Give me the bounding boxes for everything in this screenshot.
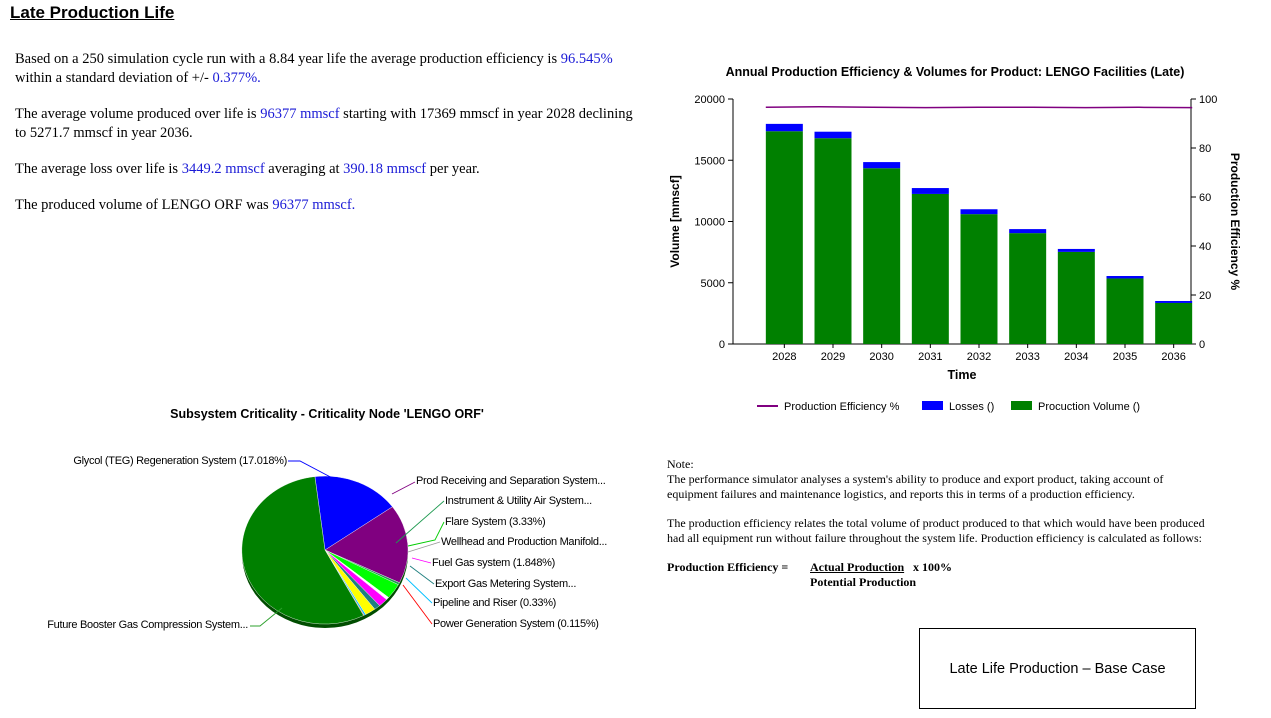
summary-efficiency: Based on a 250 simulation cycle run with…: [15, 51, 613, 86]
efficiency-formula: Production Efficiency = Actual Productio…: [667, 560, 1267, 592]
y2-tick-label: 0: [1199, 339, 1205, 351]
bar-chart-title: Annual Production Efficiency & Volumes f…: [726, 65, 1185, 79]
pie-slice-label: Export Gas Metering System...: [435, 578, 576, 590]
bar-losses: [911, 188, 949, 194]
note-section: Note: The performance simulator analyses…: [667, 457, 1267, 592]
pie-leader-line: [407, 521, 445, 547]
bar-losses: [1155, 301, 1193, 303]
note-line1: The performance simulator analyses a sys…: [667, 472, 1164, 486]
y-tick-label: 15000: [694, 155, 725, 167]
formula-multiplier: x 100%: [913, 560, 952, 574]
bar-production: [1009, 233, 1047, 344]
caption-text: Late Life Production – Base Case: [949, 660, 1166, 677]
bar-production: [863, 168, 901, 344]
y2-tick-label: 60: [1199, 192, 1211, 204]
x-tick-label: 2031: [918, 351, 942, 363]
legend-volume-swatch: [1011, 401, 1032, 410]
y-tick-label: 20000: [694, 94, 725, 106]
pie-leader-line: [409, 565, 435, 585]
formula-label: Production Efficiency =: [667, 560, 789, 574]
x-axis-label: Time: [948, 368, 977, 382]
bar-losses: [1009, 229, 1047, 234]
annual-production-chart: Annual Production Efficiency & Volumes f…: [668, 65, 1242, 413]
x-tick-label: 2034: [1064, 351, 1088, 363]
legend-efficiency-label: Production Efficiency %: [784, 401, 900, 413]
subsystem-criticality-chart: Subsystem Criticality - Criticality Node…: [47, 407, 607, 631]
pie-slice-label: Wellhead and Production Manifold...: [441, 536, 607, 548]
bar-losses: [960, 209, 998, 215]
formula-numerator: Actual Production: [810, 560, 905, 574]
y-tick-label: 0: [719, 339, 725, 351]
x-tick-label: 2030: [869, 351, 893, 363]
y-axis-label: Volume [mmscf]: [668, 175, 682, 267]
pie-slice-label: Instrument & Utility Air System...: [445, 495, 592, 507]
bar-production: [1106, 278, 1144, 344]
bar-losses: [863, 162, 901, 169]
legend-losses-label: Losses (): [949, 401, 994, 413]
pie-slice: [324, 506, 409, 583]
note-line4: had all equipment run without failure th…: [667, 531, 1202, 545]
note-heading: Note:: [667, 457, 694, 471]
pie-slice-label: Flare System (3.33%): [445, 516, 545, 528]
pie-chart-title: Subsystem Criticality - Criticality Node…: [170, 407, 484, 421]
formula-denominator: Potential Production: [810, 575, 917, 589]
x-tick-label: 2032: [967, 351, 991, 363]
bar-losses: [1057, 248, 1095, 252]
pie-slice: [241, 476, 364, 625]
pie-leader-line: [395, 500, 445, 544]
bar-losses: [814, 131, 852, 139]
summary-volume: The average volume produced over life is…: [15, 106, 633, 141]
bar-production: [911, 193, 949, 344]
bar-losses: [1106, 276, 1144, 279]
pie-leader-line: [402, 584, 433, 625]
pie-slice-label: Pipeline and Riser (0.33%): [433, 597, 556, 609]
bar-losses: [765, 123, 803, 132]
pie-slice-label: Future Booster Gas Compression System...: [47, 619, 248, 631]
pie-leader-line: [407, 541, 441, 553]
y-tick-label: 10000: [694, 217, 725, 229]
pie-slice-label: Fuel Gas system (1.848%): [432, 557, 555, 569]
pie-slice-label: Glycol (TEG) Regeneration System (17.018…: [73, 455, 287, 467]
note-line2: equipment failures and maintenance logis…: [667, 487, 1135, 501]
y2-axis-label: Production Efficiency %: [1228, 153, 1242, 291]
summary-produced: The produced volume of LENGO ORF was 963…: [15, 197, 356, 213]
bar-production: [765, 131, 803, 344]
bar-production: [1155, 302, 1193, 344]
x-tick-label: 2036: [1161, 351, 1185, 363]
bar-production: [814, 138, 852, 344]
legend-losses-swatch: [922, 401, 943, 410]
y2-tick-label: 20: [1199, 290, 1211, 302]
pie-leader-line: [288, 460, 339, 482]
y2-tick-label: 100: [1199, 94, 1217, 106]
y2-tick-label: 40: [1199, 241, 1211, 253]
pie-leader-line: [250, 607, 283, 627]
x-tick-label: 2029: [821, 351, 845, 363]
pie-slice-label: Power Generation System (0.115%): [433, 618, 599, 630]
pie-leader-line: [411, 557, 432, 564]
x-tick-label: 2035: [1113, 351, 1137, 363]
x-tick-label: 2028: [772, 351, 796, 363]
y2-tick-label: 80: [1199, 143, 1211, 155]
summary-loss: The average loss over life is 3449.2 mms…: [15, 161, 480, 177]
x-tick-label: 2033: [1015, 351, 1039, 363]
efficiency-line: [765, 106, 1193, 109]
caption-box: Late Life Production – Base Case: [919, 628, 1196, 709]
y-tick-label: 5000: [701, 278, 725, 290]
legend-volume-label: Procuction Volume (): [1038, 401, 1140, 413]
pie-leader-line: [405, 577, 433, 604]
note-line3: The production efficiency relates the to…: [667, 516, 1205, 530]
pie-slice: [314, 475, 393, 551]
chart-legend: Production Efficiency % Losses () Procucti…: [757, 401, 1140, 413]
page-title: Late Production Life: [10, 3, 175, 22]
pie-slice-label: Prod Receiving and Separation System...: [416, 475, 606, 487]
bar-production: [1057, 251, 1095, 344]
pie-leader-line: [391, 481, 416, 495]
bar-production: [960, 214, 998, 344]
summary-text: Based on a 250 simulation cycle run with…: [15, 50, 635, 232]
